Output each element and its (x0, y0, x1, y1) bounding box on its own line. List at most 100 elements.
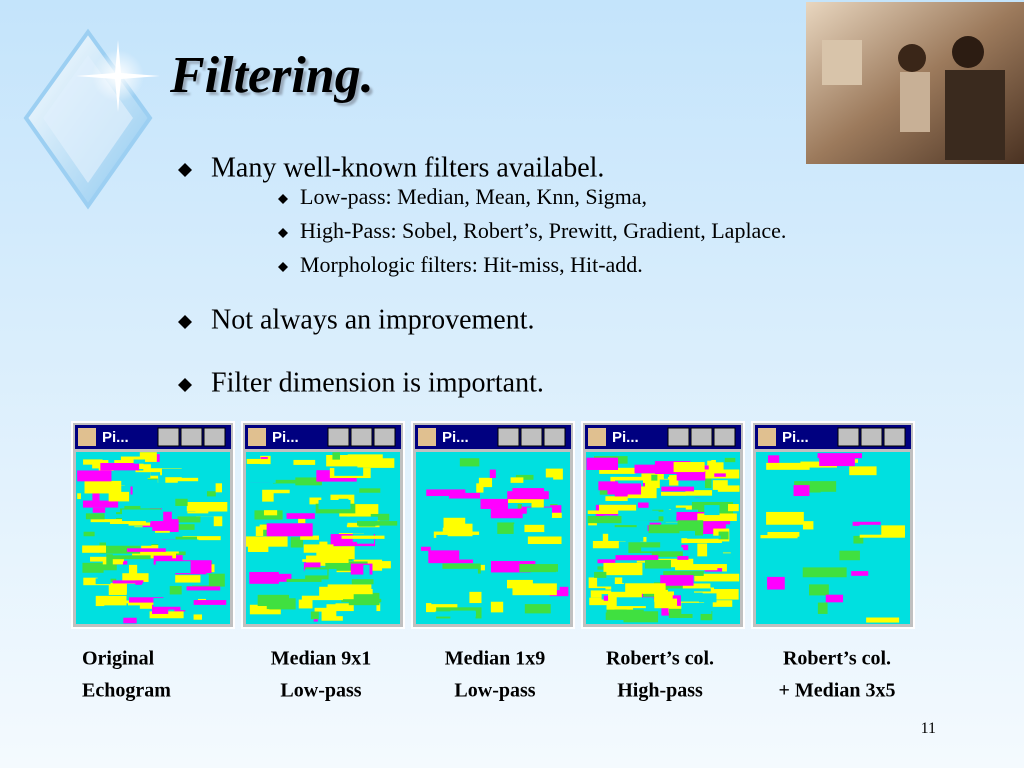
echogram-speckle (153, 598, 188, 607)
echogram-speckle (596, 471, 611, 483)
echogram-speckle (489, 469, 496, 479)
echogram-speckle (761, 553, 796, 561)
window-title: Pi... (442, 429, 469, 446)
echogram-speckle (215, 483, 222, 493)
echogram-speckle (551, 512, 562, 518)
echogram-speckle (109, 520, 146, 525)
echogram-speckle (661, 486, 694, 492)
echogram-speckle (717, 485, 740, 492)
echogram-speckle (515, 474, 534, 480)
echogram-speckle (203, 458, 215, 468)
echogram-speckle (328, 568, 337, 574)
echogram-speckle (162, 472, 202, 482)
echogram-speckle (436, 534, 481, 542)
echogram-speckle (300, 535, 319, 540)
echogram-speckle (293, 459, 316, 465)
caption: Robert’s col. (606, 648, 714, 670)
echogram-speckle (686, 522, 725, 528)
echogram-speckle (286, 578, 322, 582)
echogram-speckle (170, 521, 179, 532)
echogram-speckle (103, 570, 122, 579)
echogram-speckle (318, 499, 351, 510)
echogram-speckle (99, 542, 141, 554)
window-title: Pi... (612, 429, 639, 446)
echogram-speckle (128, 594, 164, 604)
echogram-speckle (82, 545, 107, 553)
caption: Median 1x9 (445, 648, 546, 670)
echogram-speckle (866, 617, 900, 623)
window-button (543, 427, 566, 447)
echogram-speckle (350, 563, 373, 575)
slide-title: Filtering. (169, 47, 374, 104)
echogram-speckle (675, 560, 718, 571)
window-button (327, 427, 350, 447)
echogram-speckle (614, 489, 628, 497)
echogram-speckle (139, 452, 157, 462)
echogram-speckle (654, 589, 677, 602)
content: Many well-known filters availabel.Low-pa… (71, 152, 915, 702)
echogram-speckle (295, 477, 322, 486)
echogram-speckle (605, 496, 628, 501)
window: Pi... (241, 421, 405, 629)
echogram-speckle (668, 608, 693, 618)
echogram-speckle (351, 579, 374, 585)
bullet-marker (278, 194, 288, 204)
echogram-speckle (77, 470, 112, 482)
echogram-speckle (177, 516, 201, 527)
echogram-speckle (714, 473, 726, 477)
bullet-marker (178, 315, 192, 329)
caption: + Median 3x5 (779, 680, 896, 702)
echogram-speckle (809, 584, 829, 596)
echogram-speckle (355, 573, 386, 579)
echogram-speckle (92, 507, 106, 513)
echogram-speckle (623, 611, 659, 623)
echogram-speckle (321, 609, 343, 621)
echogram-speckle (819, 456, 855, 467)
echogram-speckle (596, 522, 616, 533)
window-button (837, 427, 860, 447)
echogram-speckle (257, 594, 290, 607)
echogram-speckle (152, 604, 169, 614)
echogram-speckle (654, 598, 678, 609)
window-button (180, 427, 203, 447)
echogram-speckle (104, 605, 140, 618)
echogram-speckle (694, 573, 740, 582)
echogram-speckle (676, 511, 713, 521)
window: Pi... (411, 421, 575, 629)
echogram-speckle (704, 505, 720, 516)
echogram-speckle (341, 535, 385, 539)
echogram-speckle (333, 516, 378, 521)
echogram-speckle (155, 561, 191, 574)
echogram-speckle (607, 483, 642, 495)
window-button (373, 427, 396, 447)
echogram-speckle (255, 526, 264, 537)
echogram-speckle (186, 502, 228, 512)
echogram-speckle (304, 569, 328, 576)
echogram-speckle (77, 585, 109, 596)
echogram-speckle (718, 531, 729, 540)
echogram-speckle (490, 561, 536, 573)
echogram-speckle (476, 483, 490, 493)
echogram-speckle (420, 546, 431, 551)
echogram-speckle (757, 611, 796, 621)
echogram-speckle (194, 529, 224, 541)
echogram-speckle (768, 455, 780, 466)
caption: High-pass (617, 680, 703, 702)
echogram-speckle (524, 546, 560, 558)
caption: Low-pass (454, 680, 535, 702)
window-button (713, 427, 736, 447)
echogram-speckle (316, 546, 355, 560)
echogram-speckle (429, 457, 460, 470)
bullet-marker (178, 163, 192, 177)
echogram-speckle (597, 559, 616, 564)
echogram-speckle (843, 562, 864, 574)
echogram-speckle (677, 520, 704, 531)
caption: Echogram (82, 680, 171, 702)
echogram-speckle (85, 513, 105, 520)
window-button (520, 427, 543, 447)
echogram-speckle (357, 521, 398, 526)
echogram-speckle (286, 513, 315, 519)
echogram-speckle (182, 586, 221, 591)
echogram-speckle (452, 458, 480, 467)
